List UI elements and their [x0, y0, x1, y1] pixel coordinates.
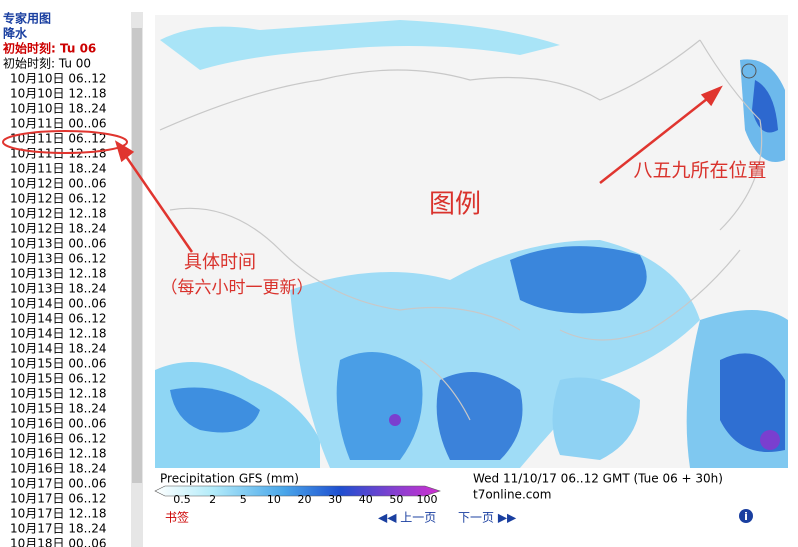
init-current: 初始时刻: Tu 06	[3, 41, 96, 56]
legend-tick-label: 2	[209, 493, 216, 506]
time-link[interactable]: 10月13日 06..12	[10, 252, 107, 266]
legend-tick-label: 10	[267, 493, 281, 506]
site[interactable]: t7online.com	[473, 488, 551, 502]
info-icon[interactable]	[739, 509, 753, 523]
update-note: （每六小时一更新）	[161, 278, 314, 298]
legend-title: Precipitation GFS (mm)	[160, 472, 299, 486]
time-link[interactable]: 10月16日 00..06	[10, 417, 107, 431]
next-page[interactable]: 下一页 ▶▶	[458, 511, 517, 525]
time-link[interactable]: 10月15日 12..18	[10, 387, 107, 401]
time-link[interactable]: 10月12日 00..06	[10, 177, 107, 191]
time-link[interactable]: 10月14日 00..06	[10, 297, 107, 311]
location-marker	[741, 63, 757, 79]
time-link[interactable]: 10月12日 18..24	[10, 222, 107, 236]
time-link[interactable]: 10月15日 00..06	[10, 357, 107, 371]
time-link[interactable]: 10月13日 00..06	[10, 237, 107, 251]
time-link[interactable]: 10月15日 18..24	[10, 402, 107, 416]
sidebar-title: 专家用图	[3, 11, 51, 26]
timestamp: Wed 11/10/17 06..12 GMT (Tue 06 + 30h)	[473, 472, 723, 486]
time-link[interactable]: 10月18日 00..06	[10, 537, 107, 547]
time-link[interactable]: 10月16日 06..12	[10, 432, 107, 446]
scrollbar-thumb[interactable]	[132, 28, 142, 483]
legend-tick-label: 5	[240, 493, 247, 506]
init-other[interactable]: 初始时刻: Tu 00	[3, 57, 91, 71]
time-link[interactable]: 10月13日 12..18	[10, 267, 107, 281]
legend-tick-label: 100	[417, 493, 438, 506]
time-link[interactable]: 10月11日 00..06	[10, 117, 107, 131]
arrows	[114, 85, 723, 253]
bookmark[interactable]: 书签	[165, 510, 189, 525]
legend-tick-label: 40	[359, 493, 373, 506]
sidebar-subtitle: 降水	[3, 26, 28, 41]
borders	[159, 39, 763, 421]
legend-tick-label: 0.5	[173, 493, 191, 506]
time-link[interactable]: 10月13日 18..24	[10, 282, 107, 296]
info-glyph[interactable]: i	[744, 510, 748, 523]
time-link[interactable]: 10月17日 12..18	[10, 507, 107, 521]
time-link[interactable]: 10月17日 18..24	[10, 522, 107, 536]
time-link[interactable]: 10月12日 12..18	[10, 207, 107, 221]
time-link[interactable]: 10月10日 18..24	[10, 102, 107, 116]
time-link[interactable]: 10月12日 06..12	[10, 192, 107, 206]
legend-tick-label: 50	[389, 493, 403, 506]
legend-tick-label: 30	[328, 493, 342, 506]
time-note: 具体时间	[184, 252, 256, 273]
time-link[interactable]: 10月14日 18..24	[10, 342, 107, 356]
time-link[interactable]: 10月14日 12..18	[10, 327, 107, 341]
time-link[interactable]: 10月11日 18..24	[10, 162, 107, 176]
time-link[interactable]: 10月11日 06..12	[10, 132, 107, 146]
time-link[interactable]: 10月16日 18..24	[10, 462, 107, 476]
highlight-circle	[2, 130, 128, 154]
time-link[interactable]: 10月10日 12..18	[10, 87, 107, 101]
time-link[interactable]: 10月16日 12..18	[10, 447, 107, 461]
precipitation	[155, 20, 788, 468]
time-link[interactable]: 10月10日 06..12	[10, 72, 107, 86]
legend-tick-label: 20	[298, 493, 312, 506]
location-note: 八五九所在位置	[633, 160, 766, 182]
time-link[interactable]: 10月17日 06..12	[10, 492, 107, 506]
time-link[interactable]: 10月14日 06..12	[10, 312, 107, 326]
time-link[interactable]: 10月17日 00..06	[10, 477, 107, 491]
legend-note: 图例	[429, 190, 481, 220]
prev-page[interactable]: ◀◀ 上一页	[378, 511, 436, 525]
time-link[interactable]: 10月15日 06..12	[10, 372, 107, 386]
colorbar	[154, 485, 441, 497]
